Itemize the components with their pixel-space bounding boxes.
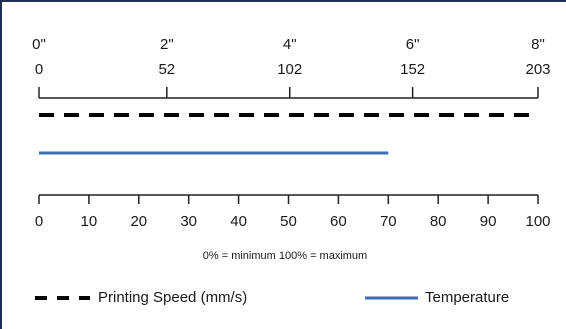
x-tick-label: 10 bbox=[81, 213, 98, 230]
x2-tick-label: 102 bbox=[277, 61, 302, 78]
x2-tick-label: 52 bbox=[158, 61, 175, 78]
x2-tick-inch-label: 8" bbox=[531, 36, 545, 53]
x2-tick-inch-label: 2" bbox=[160, 36, 174, 53]
legend-label: Printing Speed (mm/s) bbox=[98, 289, 247, 306]
x-tick-label: 20 bbox=[130, 213, 147, 230]
x-tick-label: 0 bbox=[35, 213, 43, 230]
x-tick-label: 80 bbox=[430, 213, 447, 230]
x2-tick-inch-label: 6" bbox=[406, 36, 420, 53]
x-tick-label: 90 bbox=[480, 213, 497, 230]
x2-tick-label: 152 bbox=[400, 61, 425, 78]
x-tick-label: 50 bbox=[280, 213, 297, 230]
x-tick-label: 60 bbox=[330, 213, 347, 230]
x-tick-label: 100 bbox=[525, 213, 550, 230]
x2-tick-label: 0 bbox=[35, 61, 43, 78]
legend-label: Temperature bbox=[425, 289, 509, 306]
x2-tick-label: 203 bbox=[525, 61, 550, 78]
x-tick-label: 70 bbox=[380, 213, 397, 230]
x-tick-label: 30 bbox=[180, 213, 197, 230]
x2-tick-inch-label: 0" bbox=[32, 36, 46, 53]
annotation: 0% = minimum 100% = maximum bbox=[203, 250, 367, 262]
x-tick-label: 40 bbox=[230, 213, 247, 230]
x2-tick-inch-label: 4" bbox=[283, 36, 297, 53]
